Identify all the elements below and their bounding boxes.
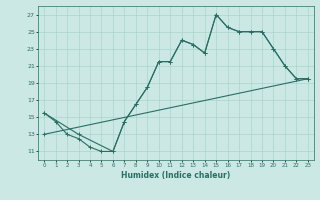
X-axis label: Humidex (Indice chaleur): Humidex (Indice chaleur)	[121, 171, 231, 180]
